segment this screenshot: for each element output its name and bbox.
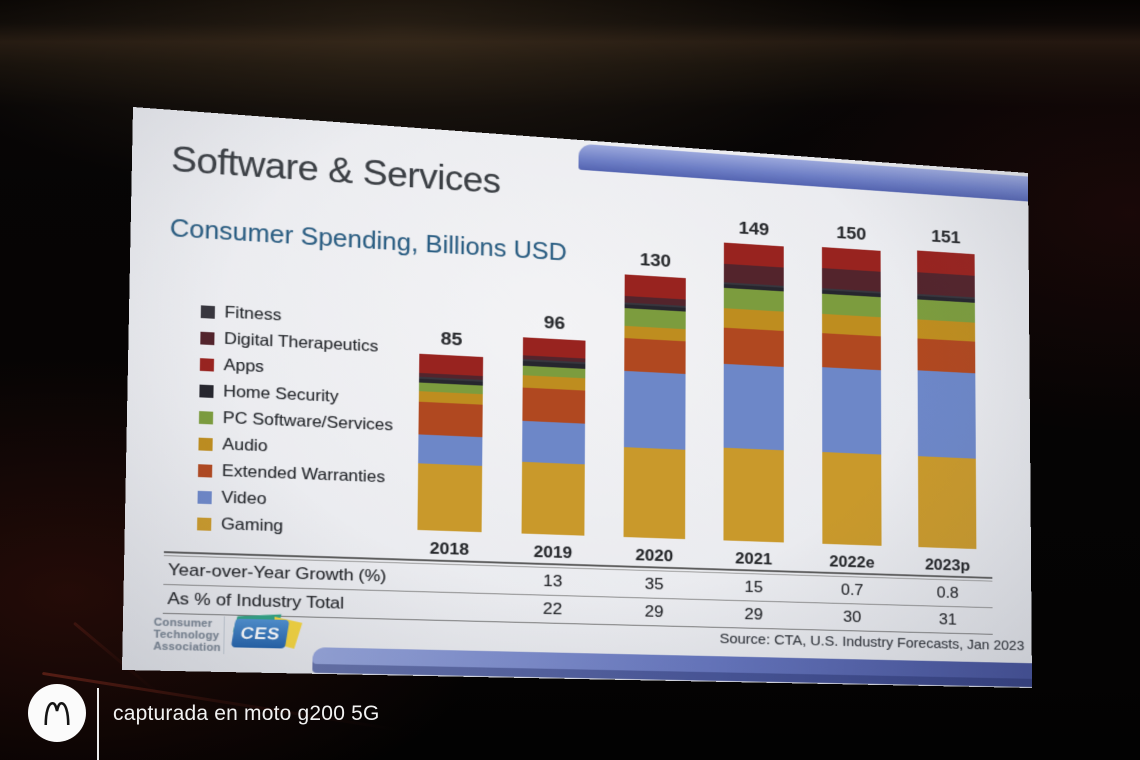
legend-item-video: Video — [197, 488, 267, 509]
ces-logo-blue-shape: CES — [230, 618, 290, 649]
bar-segment-video — [917, 369, 976, 459]
axis-label-2023p: 2023p — [924, 555, 971, 575]
bar-2018 — [417, 354, 484, 533]
table-value-2020: 29 — [644, 602, 664, 621]
legend-swatch-icon — [197, 464, 213, 478]
bar-segment-video — [418, 434, 483, 467]
axis-label-2022e: 2022e — [829, 552, 875, 572]
bar-segment-video — [822, 366, 882, 455]
legend-swatch-icon — [198, 437, 213, 451]
bar-2023p — [917, 250, 977, 550]
ces-logo-text: CES — [239, 623, 282, 643]
bar-total-2022e: 150 — [836, 222, 867, 245]
ces-logo: CES — [230, 614, 302, 652]
legend-item-label: Fitness — [224, 303, 282, 325]
bar-segment-extended-warranties — [723, 327, 784, 367]
bar-segment-extended-warranties — [418, 401, 483, 438]
watermark-divider — [97, 688, 99, 760]
legend-swatch-icon — [197, 517, 212, 531]
bar-2022e — [821, 246, 882, 546]
bar-segment-extended-warranties — [624, 338, 686, 374]
motorola-logo-badge — [28, 684, 86, 742]
watermark-text: capturada en moto g200 5G — [113, 702, 380, 725]
bar-total-2023p: 151 — [931, 227, 961, 249]
legend-swatch-icon — [200, 305, 215, 319]
table-value-2021: 15 — [744, 577, 763, 597]
legend-item-apps: Apps — [199, 355, 265, 377]
axis-label-2021: 2021 — [735, 549, 773, 569]
table-value-2023p: 0.8 — [936, 583, 959, 602]
bar-segment-extended-warranties — [522, 387, 586, 424]
bar-2020 — [623, 274, 686, 540]
table-value-2020: 35 — [644, 574, 664, 594]
axis-label-2020: 2020 — [635, 545, 674, 566]
bar-segment-extended-warranties — [917, 338, 976, 373]
table-value-2023p: 31 — [938, 610, 957, 629]
table-value-2021: 29 — [744, 604, 763, 624]
motorola-m-icon — [44, 701, 70, 726]
bar-segment-video — [623, 370, 686, 451]
legend-item-label: Audio — [222, 435, 268, 456]
legend-item-label: Gaming — [220, 515, 284, 536]
cta-logo-line: Association — [153, 640, 221, 655]
legend-swatch-icon — [199, 384, 214, 398]
bar-segment-gaming — [822, 452, 882, 546]
bar-total-2020: 130 — [639, 249, 672, 272]
bar-segment-video — [522, 420, 586, 465]
table-value-2018 — [402, 596, 495, 599]
bar-segment-gaming — [723, 447, 784, 543]
bar-segment-gaming — [917, 456, 977, 550]
legend-item-gaming: Gaming — [197, 515, 283, 537]
legend-item-label: Video — [221, 488, 267, 509]
bar-segment-gaming — [623, 447, 686, 540]
legend-swatch-icon — [199, 358, 215, 372]
legend-item-label: Apps — [223, 356, 265, 376]
presentation-slide: Software & Services Consumer Spending, B… — [122, 107, 1033, 689]
table-value-2022e: 0.7 — [840, 580, 864, 599]
table-value-2022e: 30 — [843, 607, 862, 626]
cta-logo: Consumer Technology Association — [153, 617, 221, 654]
bar-segment-extended-warranties — [822, 333, 881, 370]
bar-2019 — [521, 336, 586, 536]
table-value-2019: 22 — [542, 599, 563, 619]
bar-total-2018: 85 — [440, 329, 463, 351]
bar-segment-gaming — [417, 463, 483, 533]
axis-label-2018: 2018 — [429, 539, 470, 559]
bar-segment-gaming — [521, 461, 585, 536]
table-value-2019: 13 — [543, 571, 563, 591]
legend-item-audio: Audio — [198, 435, 268, 457]
table-value-2018 — [402, 567, 495, 570]
bar-total-2019: 96 — [543, 312, 566, 334]
axis-label-2019: 2019 — [533, 542, 573, 562]
bar-segment-video — [723, 363, 784, 451]
legend-swatch-icon — [198, 411, 214, 425]
legend-swatch-icon — [200, 331, 215, 346]
bar-total-2021: 149 — [738, 218, 770, 240]
legend-swatch-icon — [197, 490, 212, 505]
bar-2021 — [723, 242, 784, 543]
